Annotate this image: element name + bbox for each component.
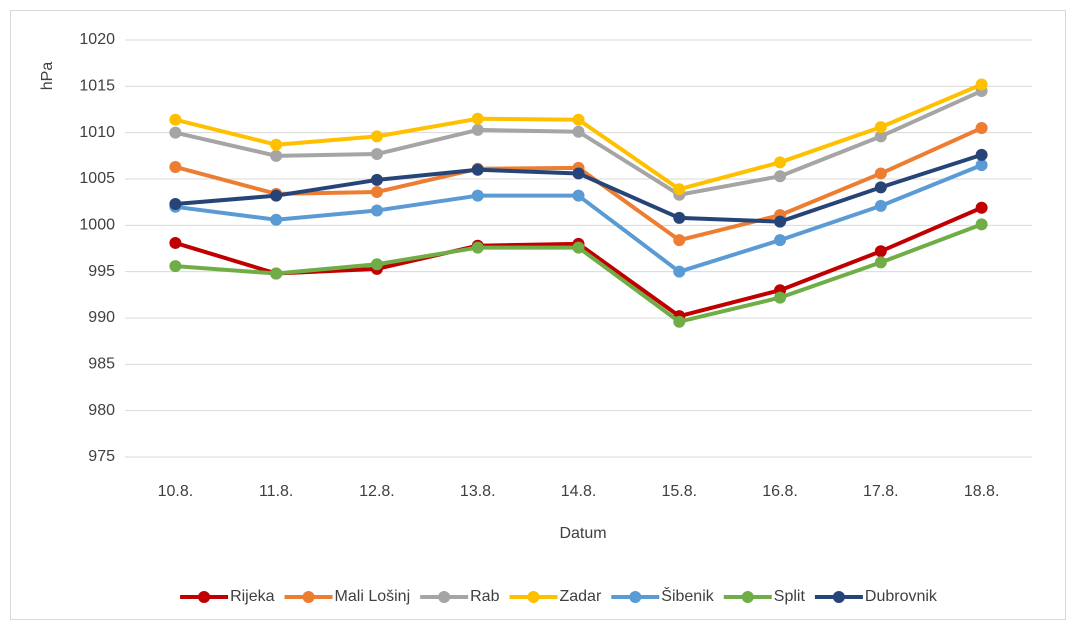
data-point [169,126,182,139]
data-point [774,215,787,228]
data-point [270,149,283,162]
data-point [471,123,484,136]
y-axis-label: hPa [39,62,56,91]
y-tick-label: 1015 [79,78,115,95]
y-tick-label: 995 [88,263,115,280]
legend-marker [198,591,211,603]
legend-marker [438,591,451,603]
legend-label: Rijeka [230,588,275,605]
legend-label: Dubrovnik [865,588,938,605]
data-point [370,130,383,143]
data-point [874,199,887,212]
data-point [169,160,182,173]
data-point [572,125,585,138]
data-point [673,234,686,247]
data-point [673,315,686,328]
x-tick-label: 18.8. [964,483,1000,500]
data-point [471,112,484,125]
x-tick-label: 16.8. [762,483,798,500]
y-tick-label: 1020 [79,31,115,48]
y-tick-label: 1010 [79,124,115,141]
data-point [270,138,283,151]
y-tick-label: 990 [88,309,115,326]
x-tick-label: 13.8. [460,483,496,500]
data-point [370,147,383,160]
data-point [975,122,988,135]
data-point [975,218,988,231]
data-point [270,189,283,202]
data-point [975,159,988,172]
legend-marker [302,591,315,603]
legend-marker [629,591,642,603]
x-tick-label: 14.8. [561,483,597,500]
data-point [874,245,887,258]
data-point [774,156,787,169]
y-tick-label: 1000 [79,217,115,234]
data-point [673,183,686,196]
data-point [572,241,585,254]
y-tick-label: 985 [88,356,115,373]
data-point [874,130,887,143]
x-tick-label: 11.8. [259,483,293,500]
data-point [370,173,383,186]
legend-marker [832,591,845,603]
legend-label: Mali Lošinj [335,588,411,605]
data-point [572,167,585,180]
data-point [572,113,585,126]
data-point [471,163,484,176]
data-point [774,234,787,247]
data-point [370,185,383,198]
legend-label: Rab [470,588,499,605]
data-point [270,213,283,226]
legend-marker [741,591,754,603]
legend-marker [527,591,540,603]
x-tick-label: 10.8. [158,483,194,500]
legend-label: Šibenik [661,586,714,605]
x-axis-label: Datum [559,525,606,542]
data-point [874,181,887,194]
data-point [874,121,887,134]
y-tick-label: 980 [88,402,115,419]
data-point [169,113,182,126]
data-point [572,189,585,202]
data-point [370,258,383,271]
x-tick-label: 17.8. [863,483,899,500]
data-point [673,211,686,224]
data-point [874,256,887,269]
data-point [169,236,182,249]
data-point [975,201,988,214]
y-tick-label: 1005 [79,170,115,187]
data-point [874,167,887,180]
legend-label: Zadar [559,588,601,605]
y-tick-label: 975 [88,448,115,465]
data-point [975,148,988,161]
data-point [471,241,484,254]
data-point [169,260,182,273]
legend-label: Split [774,588,806,605]
data-point [370,204,383,217]
data-point [673,265,686,278]
data-point [774,170,787,183]
x-tick-label: 12.8. [359,483,395,500]
chart-border [10,10,1066,620]
data-point [774,291,787,304]
data-point [270,267,283,280]
x-tick-label: 15.8. [661,483,697,500]
data-point [169,198,182,211]
data-point [471,189,484,202]
data-point [975,78,988,91]
